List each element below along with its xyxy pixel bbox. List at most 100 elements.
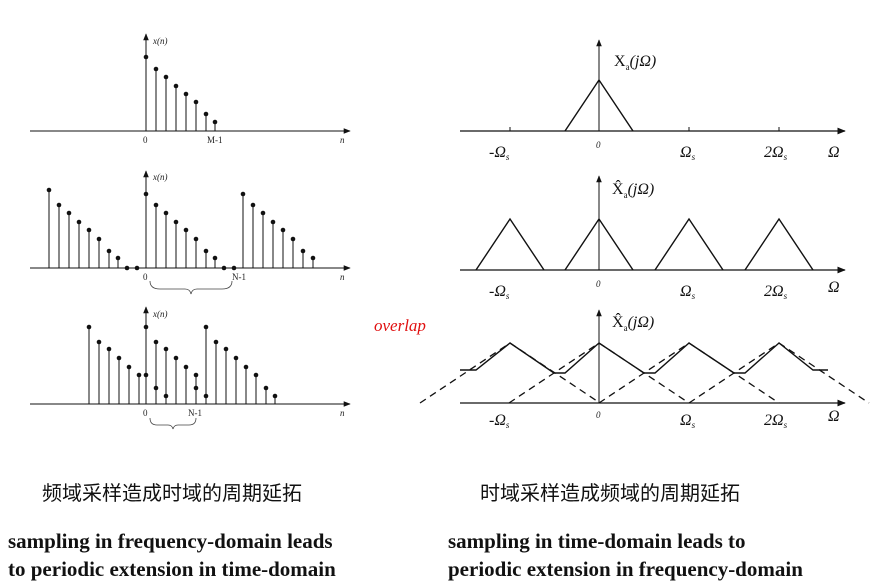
spectrum-replica-1: [654, 217, 724, 271]
tick-zero: 0: [596, 410, 601, 420]
spectrum-replica-neg1: [475, 217, 545, 271]
stem-dot: [221, 265, 227, 271]
stem-dot: [193, 99, 199, 105]
origin-label: 0: [143, 272, 148, 282]
tick-neg-omega-s: -Ωs: [489, 412, 510, 430]
end-label: M-1: [207, 135, 223, 145]
stem-dot: [203, 111, 209, 117]
stem-dot: [240, 191, 246, 197]
ylabel-xn: x(n): [152, 309, 168, 319]
stem-dot: [270, 219, 276, 225]
periodic-sequence-stems: [46, 187, 316, 271]
caption-left-en: sampling in frequency-domain leads to pe…: [8, 527, 336, 583]
tick-2-omega-s: 2Ωs: [764, 283, 788, 301]
time-plot-3: x(n) 0 N-1 n: [30, 306, 351, 430]
stem-dot: [193, 372, 199, 378]
ylabel-xn: x(n): [152, 172, 168, 182]
stem-dot: [213, 339, 219, 345]
stem-dot: [86, 324, 92, 330]
stem-dot: [173, 355, 179, 361]
axis-var-omega: Ω: [828, 279, 840, 296]
caption-right-cn: 时域采样造成频域的周期延拓: [480, 481, 740, 505]
tick-omega-s: Ωs: [680, 144, 696, 162]
tick-zero: 0: [596, 279, 601, 289]
stem-dot: [106, 248, 112, 254]
stem-dot: [310, 255, 316, 261]
end-label: N-1: [232, 272, 246, 282]
caption-right-en-line2: periodic extension in frequency-domain: [448, 557, 803, 581]
stem-dot: [272, 393, 278, 399]
stem-dot: [193, 236, 199, 242]
stem-dot: [116, 355, 122, 361]
stem-dot: [231, 265, 237, 271]
caption-left-en-line2: to periodic extension in time-domain: [8, 557, 336, 581]
replica-1-dashed: [598, 342, 780, 404]
stem-dot: [260, 210, 266, 216]
stem-dot: [163, 210, 169, 216]
axis-var-n: n: [340, 408, 345, 418]
stem-dot: [153, 66, 159, 72]
stem-dot: [143, 372, 149, 378]
stem-dot: [86, 227, 92, 233]
stem-dot: [290, 236, 296, 242]
origin-label: 0: [143, 135, 148, 145]
stem-dot: [203, 248, 209, 254]
caption-left-cn: 频域采样造成时域的周期延拓: [42, 481, 302, 505]
period-brace: [149, 280, 233, 295]
stem-dot: [143, 54, 149, 60]
stem-dot: [76, 219, 82, 225]
end-label: N-1: [188, 408, 202, 418]
tick-neg-omega-s: -Ωs: [489, 144, 510, 162]
stem-dot: [163, 346, 169, 352]
stem-dot: [153, 339, 159, 345]
caption-right-en: sampling in time-domain leads to periodi…: [448, 527, 803, 583]
caption-left-en-line1: sampling in frequency-domain leads: [8, 529, 333, 553]
time-plot-2: x(n) 0 N-1 n: [30, 170, 351, 295]
spectrum-plot-1: Xa(jΩ) -Ωs 0 Ωs 2Ωs Ω: [460, 39, 846, 162]
spectrum-replica-0: [564, 217, 634, 271]
aliased-sequence-stems: [86, 324, 278, 404]
stem-dot: [280, 227, 286, 233]
replica-neg1-dashed: [419, 342, 601, 404]
stem-dot: [300, 248, 306, 254]
stem-dot: [173, 83, 179, 89]
time-plot-1: x(n) 0 M-1 n: [30, 33, 351, 145]
stem-dot: [212, 119, 218, 125]
stem-dot: [203, 324, 209, 330]
stem-dot: [143, 324, 149, 330]
spectrum-replica-2: [744, 217, 814, 271]
stem-dot: [134, 265, 140, 271]
axis-var-n: n: [340, 135, 345, 145]
caption-right-en-line1: sampling in time-domain leads to: [448, 529, 746, 553]
stem-dot: [223, 346, 229, 352]
stem-dot: [212, 255, 218, 261]
stem-dot: [183, 227, 189, 233]
tick-2-omega-s: 2Ωs: [764, 144, 788, 162]
ylabel-xn: x(n): [152, 36, 168, 46]
tick-zero: 0: [596, 140, 601, 150]
stem-dot: [124, 265, 130, 271]
baseband-spectrum: [564, 78, 634, 132]
stem-dot: [115, 255, 121, 261]
spectrum-label: X̂a(jΩ): [612, 179, 654, 200]
stem-dot: [250, 202, 256, 208]
stem-dot: [233, 355, 239, 361]
stem-dot: [66, 210, 72, 216]
stem-dot: [173, 219, 179, 225]
stem-dot: [46, 187, 52, 193]
overlap-label: overlap: [374, 316, 426, 335]
stem-dot: [143, 191, 149, 197]
stem-dot: [153, 385, 159, 391]
spectrum-plot-3: X̂a(jΩ) -Ωs 0 Ωs 2Ωs Ω: [419, 309, 870, 430]
replica-2-dashed: [688, 342, 870, 404]
stem-dot: [193, 385, 199, 391]
spectrum-label: X̂a(jΩ): [612, 312, 654, 333]
stem-dot: [136, 372, 142, 378]
stem-dot: [153, 202, 159, 208]
stem-dot: [126, 364, 132, 370]
stem-dot: [183, 364, 189, 370]
stem-dot: [96, 339, 102, 345]
aliased-spectrum: [460, 342, 828, 374]
stem-dot: [106, 346, 112, 352]
